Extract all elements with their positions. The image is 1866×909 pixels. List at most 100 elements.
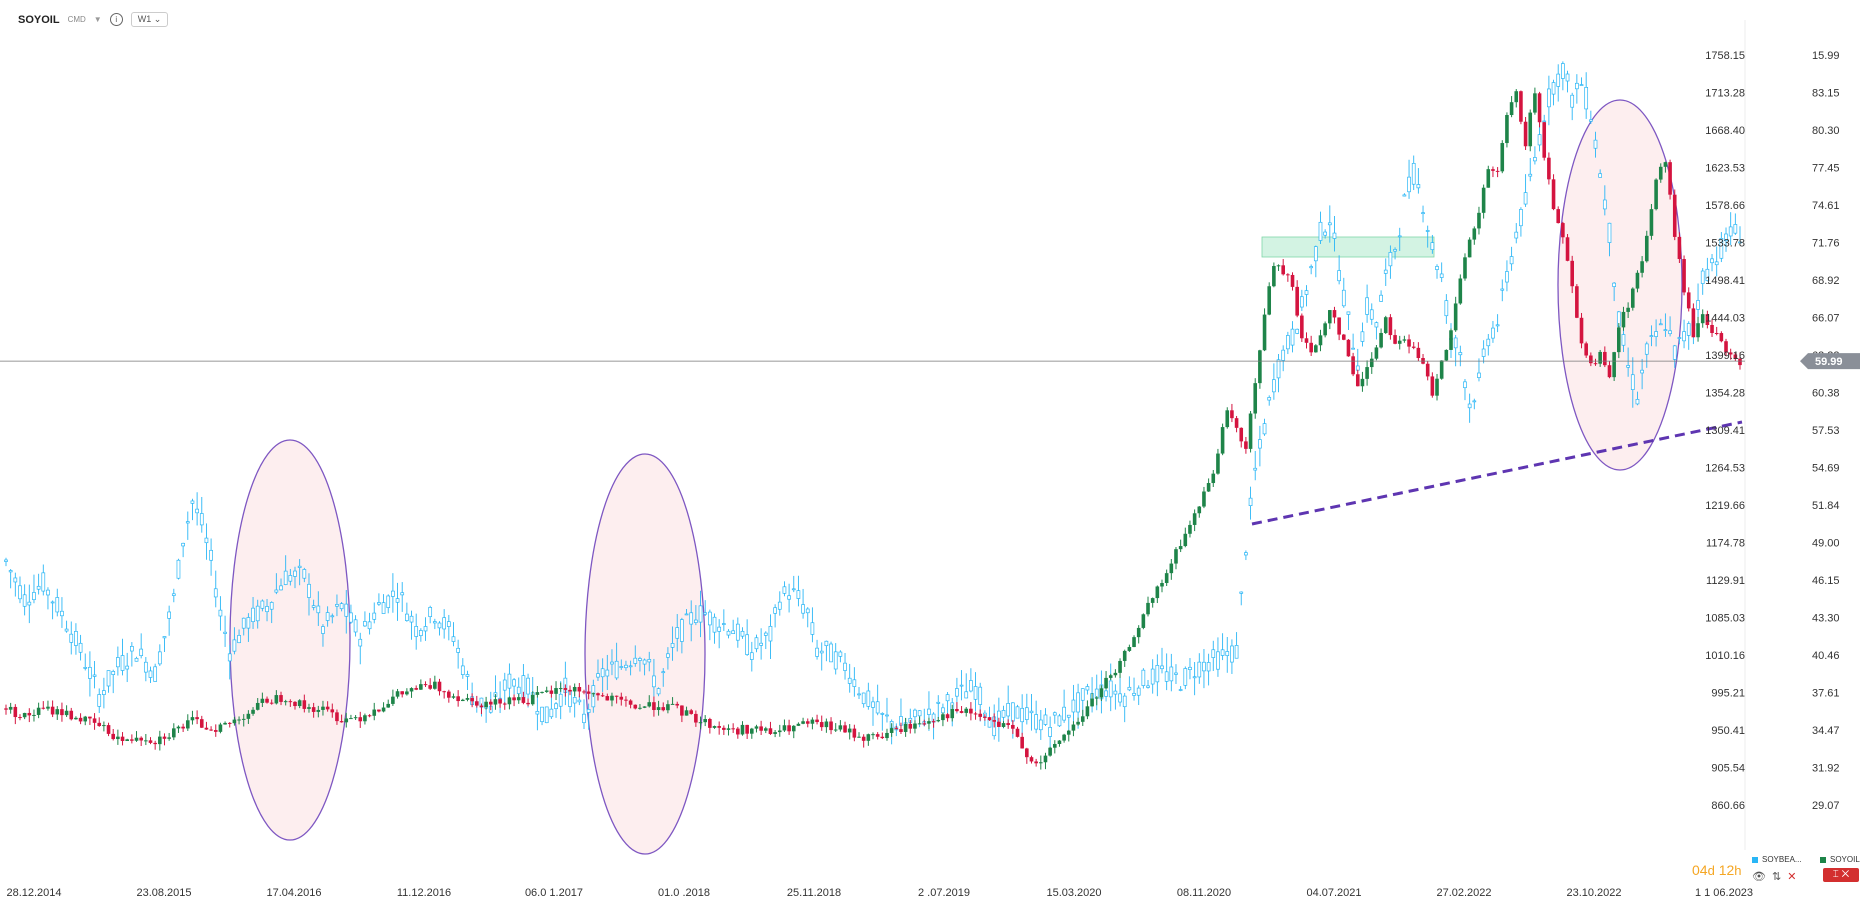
reorder-icon[interactable]: ⇅ (1771, 871, 1782, 883)
soyoil-candle-body (955, 709, 959, 712)
soyoil-candle-body (120, 736, 125, 742)
soyoil-candle-body (861, 736, 866, 741)
soyoil-candle-body (894, 728, 899, 730)
close-icon[interactable]: ✕ (1787, 871, 1797, 883)
soybean-candle-body (1010, 702, 1015, 722)
legend-item-soybean[interactable]: SOYBEA... (1752, 855, 1802, 864)
soyoil-candle-body (731, 728, 735, 730)
soyoil-remove-button[interactable]: ⌶ ✕ (1823, 868, 1859, 882)
soybean-candle-body (372, 612, 377, 620)
soyoil-candle-body (172, 728, 176, 738)
soyoil-candle-body (1057, 740, 1062, 744)
y-left-tick-label: 1219.66 (1705, 500, 1745, 512)
soyoil-candle-body (777, 730, 782, 733)
soybean-candle-body (1052, 712, 1057, 716)
soybean-candle-body (782, 586, 787, 594)
soybean-candle-body (1435, 266, 1439, 270)
timeframe-select[interactable]: W1 ⌄ (130, 12, 169, 27)
soyoil-candle-body (1593, 363, 1598, 365)
soybean-candle-body (586, 709, 591, 713)
soybean-candle-body (321, 626, 325, 634)
eye-icon[interactable]: 👁 (1752, 871, 1766, 883)
soyoil-candle-body (1225, 410, 1230, 428)
soybean-candle-body (302, 569, 307, 579)
y-right-tick-label: 15.99 (1812, 50, 1840, 62)
soybean-candle-body (311, 605, 316, 608)
soyoil-candle-body (600, 695, 605, 697)
soyoil-candle-body (1589, 355, 1593, 364)
soyoil-candle-body (41, 707, 46, 709)
soybean-candle-body (185, 521, 190, 524)
soyoil-candle-body (36, 707, 41, 715)
soyoil-candle-body (1463, 257, 1467, 279)
soybean-candle-body (1733, 224, 1738, 234)
soyoil-candle-body (470, 698, 474, 702)
soybean-candle-body (1542, 120, 1547, 123)
soybean-candle-body (610, 661, 614, 665)
soybean-candle-body (1724, 233, 1728, 242)
soybean-candle-body (535, 711, 540, 715)
soyoil-candle-body (1211, 473, 1216, 484)
soyoil-candle-body (889, 728, 894, 733)
soybean-candle-body (279, 585, 283, 591)
soybean-candle-body (969, 680, 973, 692)
symbol-label[interactable]: SOYOIL (18, 13, 60, 26)
soyoil-candle-body (1178, 546, 1183, 550)
x-tick-label: 28.12.2014 (6, 887, 61, 899)
soyoil-candle-body (680, 705, 684, 716)
soyoil-candle-body (549, 690, 554, 694)
soybean-candle-body (1258, 439, 1262, 449)
info-icon[interactable]: i (109, 13, 123, 26)
soybean-candle-body (1700, 270, 1705, 284)
chevron-down-icon[interactable]: ▼ (93, 15, 102, 24)
soyoil-candle-body (363, 715, 367, 722)
soyoil-candle-body (1309, 342, 1313, 353)
soybean-candle-body (703, 612, 708, 615)
soyoil-candle-body (405, 691, 409, 695)
soyoil-candle-body (554, 688, 558, 694)
y-left-tick-label: 1354.28 (1705, 388, 1745, 400)
soybean-candle-body (237, 634, 241, 644)
y-right-tick-label: 51.84 (1812, 500, 1840, 512)
legend-item-soyoil[interactable]: SOYOIL (1820, 855, 1860, 864)
soybean-candle-body (1598, 173, 1603, 178)
soybean-candle-body (708, 611, 712, 626)
soyoil-candle-body (1234, 418, 1239, 428)
soybean-candle-body (684, 613, 689, 616)
soybean-candle-body (1421, 212, 1425, 215)
soyoil-candle-body (1439, 360, 1444, 379)
soybean-candle-body (526, 677, 530, 695)
soyoil-candle-body (754, 726, 759, 729)
soyoil-candle-body (1435, 378, 1439, 396)
soybean-candle-body (1202, 661, 1206, 672)
soybean-candle-body (628, 665, 633, 668)
soyoil-candle-body (1584, 343, 1588, 356)
soybean-candle-body (1216, 651, 1220, 670)
soyoil-candle-body (139, 737, 143, 741)
soyoil-candle-body (32, 714, 36, 716)
soybean-candle-body (130, 646, 134, 652)
soyoil-candle-body (1579, 317, 1584, 344)
soybean-candle-body (1057, 715, 1062, 727)
soyoil-candle-body (1341, 334, 1346, 340)
soyoil-candle-body (1458, 278, 1463, 304)
soyoil-candle-body (1006, 723, 1010, 725)
soyoil-candle-body (1477, 212, 1481, 229)
soyoil-candle-body (22, 712, 27, 718)
y-left-tick-label: 1174.78 (1706, 538, 1745, 550)
soybean-candle-body (1225, 651, 1230, 656)
current-price-label: 59.99 (1815, 356, 1843, 368)
soybean-candle-body (1132, 692, 1136, 696)
soybean-candle-body (1220, 649, 1225, 656)
soybean-candle-body (1383, 269, 1388, 274)
soyoil-candle-body (843, 725, 847, 733)
y-left-tick-label: 1264.53 (1705, 463, 1745, 475)
soybean-candle-body (1495, 324, 1500, 327)
soyoil-candle-body (1467, 239, 1472, 258)
soybean-candle-body (1076, 692, 1080, 713)
soybean-candle-body (680, 619, 684, 642)
soyoil-candle-body (367, 715, 372, 717)
soybean-candle-body (414, 626, 419, 637)
soybean-candle-body (260, 600, 265, 609)
